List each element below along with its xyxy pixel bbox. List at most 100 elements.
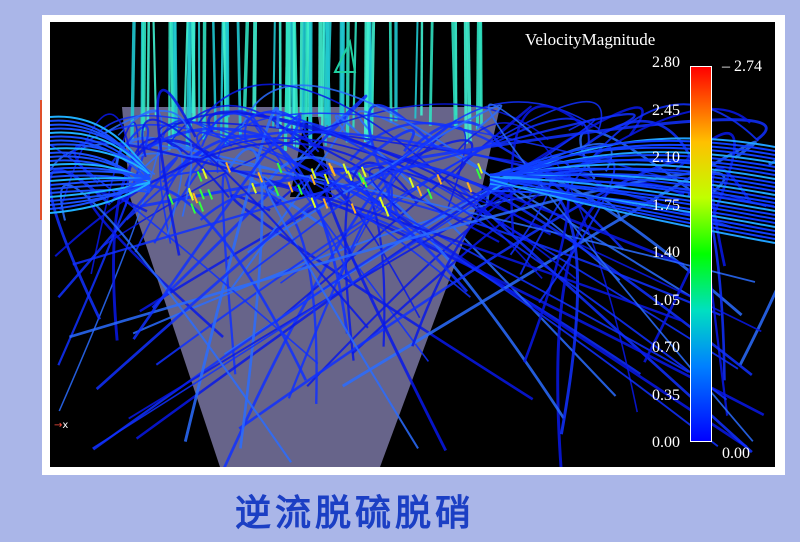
streamline [242, 22, 250, 115]
legend-tick: 2.10 [652, 149, 680, 166]
legend-tick: 0.00 [652, 434, 680, 451]
streamline [191, 22, 196, 122]
streamline [387, 164, 753, 376]
streamline [196, 131, 690, 373]
streamline [287, 183, 393, 399]
streamline [489, 189, 775, 224]
streamline [54, 141, 365, 258]
high-velocity-streak [346, 170, 353, 182]
streamline [241, 84, 621, 281]
streamline [132, 114, 302, 340]
streamline-canvas [50, 22, 775, 467]
streamline [90, 121, 140, 275]
streamline-visualization: VelocityMagnitude 2.80 2.45 2.10 1.75 1.40 1.… [50, 22, 775, 467]
streamline [148, 112, 552, 236]
streamline [50, 147, 151, 176]
streamline [414, 22, 419, 119]
streamline [207, 110, 685, 266]
streamline [300, 204, 642, 375]
streamline [252, 22, 258, 116]
high-velocity-streak [342, 163, 349, 174]
streamline [236, 22, 242, 136]
streamline [50, 186, 151, 202]
streamline [59, 113, 134, 211]
streamline [489, 143, 775, 186]
streamline [489, 173, 775, 208]
streamline [73, 140, 683, 323]
high-velocity-streak [196, 171, 203, 182]
high-velocity-streak [416, 185, 423, 197]
streamline [489, 178, 775, 244]
streamline [738, 159, 775, 366]
high-velocity-streak [276, 162, 283, 174]
streamline [519, 103, 759, 275]
streamline [489, 177, 775, 220]
streamline [244, 111, 728, 401]
streamline [489, 172, 775, 200]
left-edge-strip [40, 100, 43, 220]
streamline [225, 22, 230, 118]
streamline [489, 173, 775, 192]
streamline [198, 83, 543, 280]
streamline [261, 175, 419, 450]
streamline [219, 22, 224, 142]
legend-tick: 0.70 [652, 339, 680, 356]
axis-indicator: →x [54, 420, 68, 431]
high-velocity-streak [360, 166, 367, 178]
high-velocity-streak [201, 168, 208, 180]
legend-tick: 2.45 [652, 101, 680, 119]
streamline [246, 119, 458, 276]
axis-arrow-icon: → [54, 420, 63, 431]
streamline [172, 22, 178, 136]
high-velocity-streak [310, 168, 317, 179]
streamline [368, 166, 762, 333]
high-velocity-streak [378, 196, 385, 208]
high-velocity-streak [251, 182, 257, 194]
high-velocity-streak [310, 174, 316, 186]
streamline [299, 22, 304, 113]
legend-max-label: – 2.74 [722, 58, 762, 75]
legend-tick: 1.05 [652, 291, 680, 309]
streamline [141, 118, 369, 329]
streamline [487, 103, 754, 442]
axis-label: x [62, 420, 69, 431]
high-velocity-streak [426, 188, 433, 200]
high-velocity-streak [192, 192, 199, 204]
streamline [139, 118, 768, 208]
high-velocity-streak [297, 184, 303, 196]
streamline [50, 127, 151, 175]
streamline [556, 182, 685, 467]
streamline [463, 22, 468, 144]
legend-tick: 2.80 [652, 54, 680, 71]
streamline [451, 22, 458, 128]
streamline [200, 112, 355, 286]
streamline [489, 146, 775, 180]
high-velocity-streak [310, 197, 317, 209]
streamline [324, 22, 332, 138]
streamline [152, 22, 157, 116]
legend-title: VelocityMagnitude [525, 30, 656, 49]
high-velocity-streak [322, 198, 329, 209]
high-velocity-streak [477, 163, 483, 174]
streamline [321, 22, 325, 126]
streamline [50, 135, 151, 180]
high-velocity-streak [198, 201, 205, 212]
high-velocity-streak [408, 177, 415, 188]
streamline [510, 105, 585, 235]
streamline [156, 88, 197, 256]
inlet-marker [333, 38, 357, 73]
high-velocity-streak [287, 181, 294, 193]
streamline [280, 100, 603, 284]
streamline [428, 22, 434, 126]
streamline [50, 173, 151, 210]
streamline [303, 22, 310, 124]
streamline [274, 105, 532, 324]
high-velocity-streak [383, 206, 390, 217]
streamline [489, 167, 775, 188]
high-velocity-streak [475, 168, 482, 180]
legend-tick: 1.75 [652, 196, 680, 214]
legend-tick: 1.40 [652, 244, 680, 261]
streamline [479, 22, 483, 126]
streamline [173, 134, 349, 334]
high-velocity-streak [273, 185, 280, 197]
